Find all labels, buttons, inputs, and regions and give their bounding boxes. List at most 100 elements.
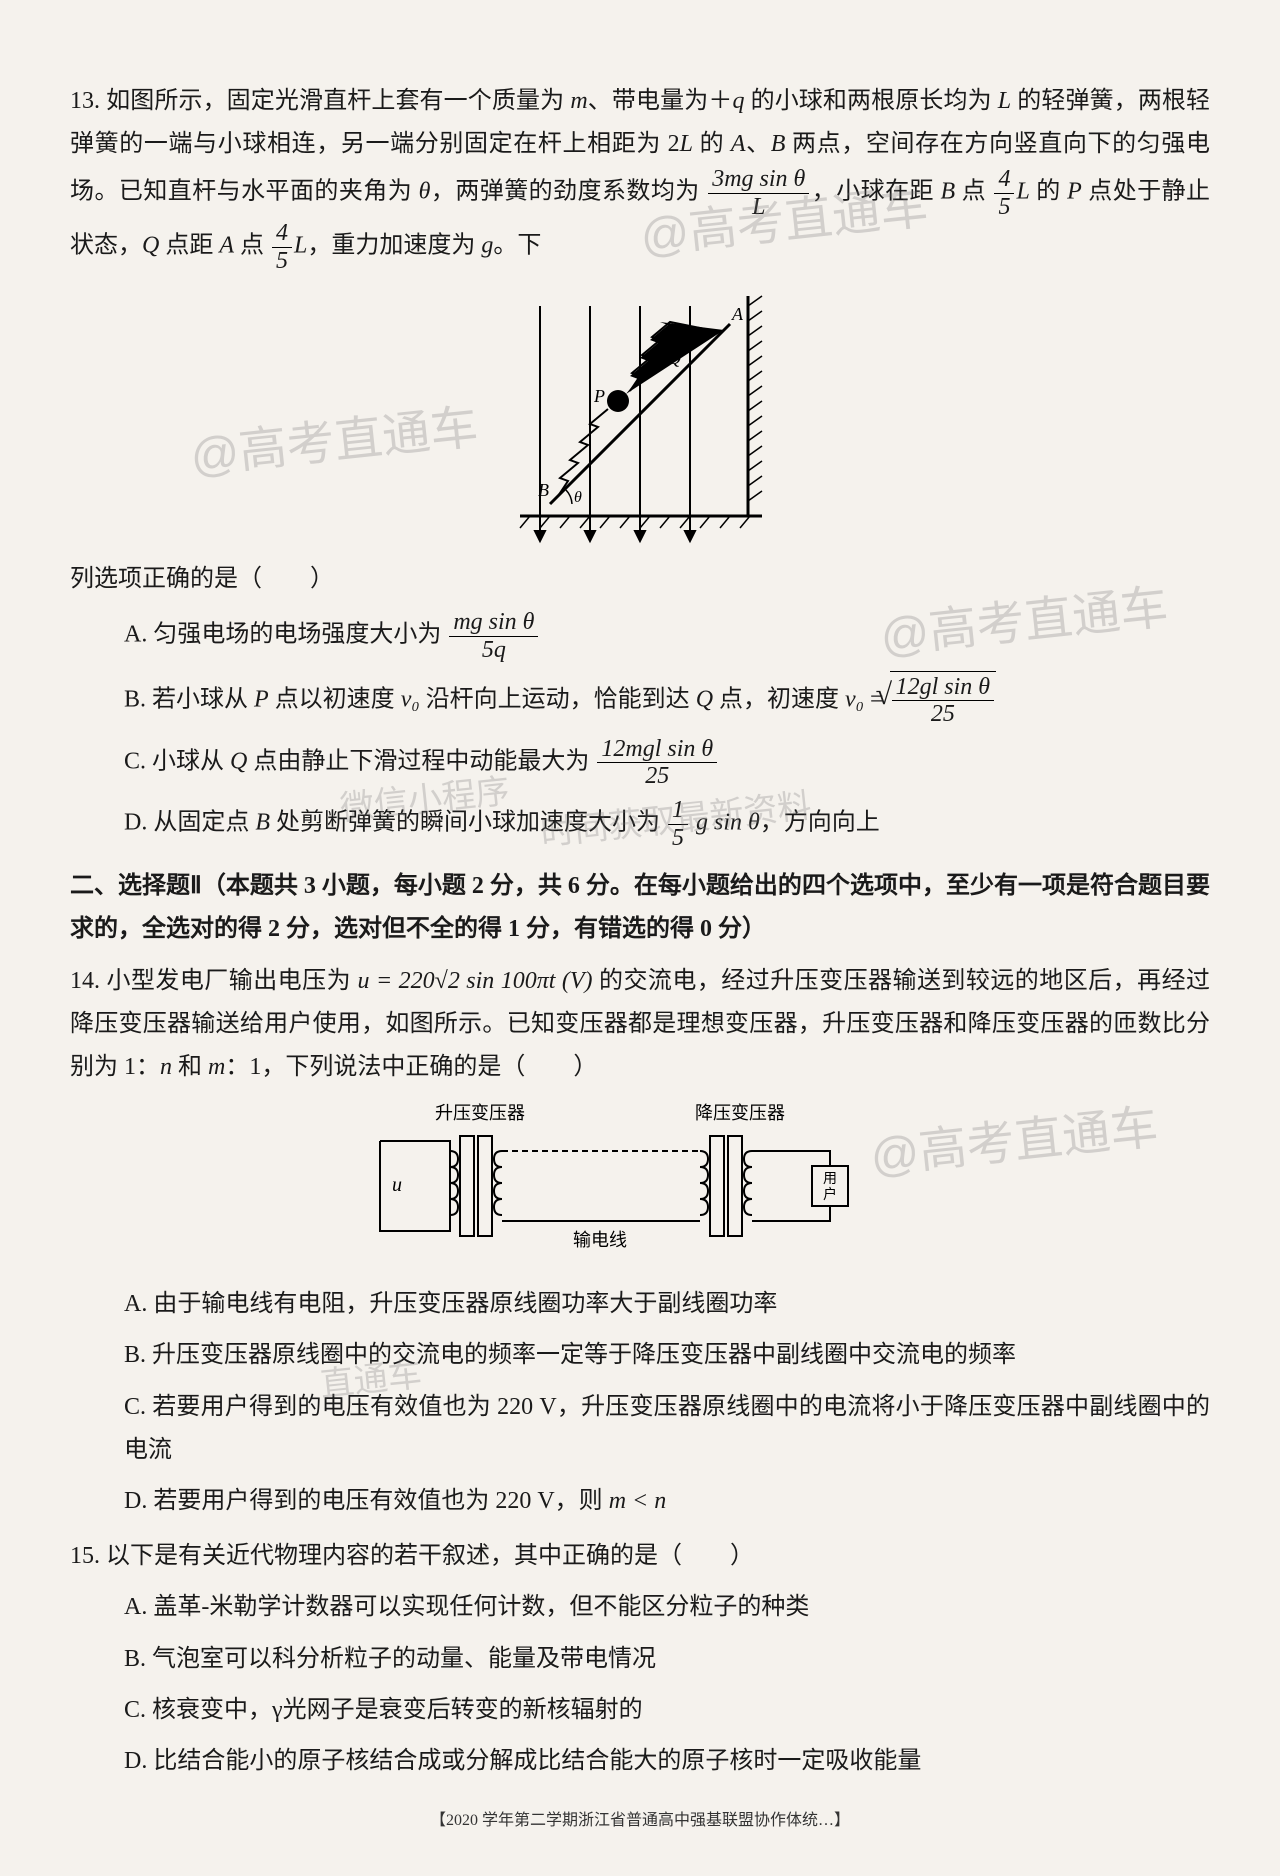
label-u: u xyxy=(392,1174,402,1196)
question-14: 14. 小型发电厂输出电压为 u = 220√2 sin 100πt (V) 的… xyxy=(70,960,1210,1524)
fraction-k: 3mg sin θL xyxy=(708,166,809,220)
option-text: ，方向向上 xyxy=(760,810,880,836)
option-text: 由于输电线有电阻，升压变压器原线圈功率大于副线圈功率 xyxy=(153,1291,777,1317)
formula-gsintheta: g sin θ xyxy=(696,810,760,836)
fraction: 15 xyxy=(668,797,688,851)
option-label: C. xyxy=(124,1697,146,1723)
q13-text: ，两弹簧的劲度系数均为 xyxy=(430,179,699,205)
q14-text: 和 xyxy=(172,1054,208,1080)
q13-text: 的 xyxy=(1030,179,1067,205)
q14-text: 小型发电厂输出电压为 xyxy=(106,968,357,994)
svg-text:P: P xyxy=(593,386,605,406)
q14-option-d: D. 若要用户得到的电压有效值也为 220 V，则 m < n xyxy=(124,1480,1210,1523)
var-B: B xyxy=(771,131,786,157)
svg-text:户: 户 xyxy=(823,1186,837,1203)
var-L: L xyxy=(680,131,693,157)
option-text: 气泡室可以科分析粒子的动量、能量及带电情况 xyxy=(152,1646,656,1672)
q15-option-c: C. 核衰变中，γ光网子是衰变后转变的新核辐射的 xyxy=(124,1689,1210,1732)
option-label: B. xyxy=(124,1646,146,1672)
q13-figure: A Q P B θ xyxy=(70,286,1210,546)
fraction: 12mgl sin θ25 xyxy=(597,736,717,790)
fraction-45b: 45 xyxy=(272,220,292,274)
q13-text: ，重力加速度为 xyxy=(307,233,481,259)
question-15: 15. 以下是有关近代物理内容的若干叙述，其中正确的是（ ） A. 盖革-米勒学… xyxy=(70,1535,1210,1783)
q15-text: 以下是有关近代物理内容的若干叙述，其中正确的是（ ） xyxy=(106,1543,754,1569)
option-text: 点由静止下滑过程中动能最大为 xyxy=(247,748,595,774)
option-text: 升压变压器原线圈中的交流电的频率一定等于降压变压器中副线圈中交流电的频率 xyxy=(152,1342,1016,1368)
q13-text: 的 xyxy=(693,131,731,157)
var-q: q xyxy=(732,88,744,114)
q13-text: ，小球在距 xyxy=(811,179,940,205)
var-L: L xyxy=(294,233,307,259)
q13-option-b: B. 若小球从 P 点以初速度 v₀ 沿杆向上运动，恰能到达 Q 点，初速度 v… xyxy=(124,671,1210,728)
svg-text:Q: Q xyxy=(668,348,681,368)
option-text: 沿杆向上运动，恰能到达 xyxy=(420,686,696,712)
var-L: L xyxy=(1016,179,1029,205)
sqrt: √ 12gl sin θ25 xyxy=(890,671,996,728)
q13-text: 点 xyxy=(234,233,270,259)
q14-option-b: B. 升压变压器原线圈中的交流电的频率一定等于降压变压器中副线圈中交流电的频率 xyxy=(124,1334,1210,1377)
formula-u: u = 220√2 sin 100πt (V) xyxy=(358,968,593,994)
option-label: B. xyxy=(124,686,146,712)
option-text: 若要用户得到的电压有效值也为 220 V，则 xyxy=(153,1488,608,1514)
option-text: 点，初速度 xyxy=(713,686,845,712)
option-label: D. xyxy=(124,1488,147,1514)
option-label: A. xyxy=(124,1594,147,1620)
var-g: g xyxy=(481,233,493,259)
q13-number: 13. xyxy=(70,88,100,114)
var-Q: Q xyxy=(142,233,159,259)
label-user: 用 xyxy=(823,1172,837,1187)
q14-stem: 14. 小型发电厂输出电压为 u = 220√2 sin 100πt (V) 的… xyxy=(70,960,1210,1090)
option-text: 从固定点 xyxy=(153,810,255,836)
option-label: B. xyxy=(124,1342,146,1368)
option-label: C. xyxy=(124,1394,146,1420)
fraction: mg sin θ5q xyxy=(449,609,538,663)
option-label: A. xyxy=(124,1291,147,1317)
option-text: 小球从 xyxy=(152,748,230,774)
q13-text: 如图所示，固定光滑直杆上套有一个质量为 xyxy=(106,88,570,114)
var-A: A xyxy=(219,233,234,259)
svg-text:A: A xyxy=(731,304,744,324)
label-up-transformer: 升压变压器 xyxy=(435,1103,525,1123)
q13-text: 的小球和两根原长均为 xyxy=(744,88,997,114)
transformer-circuit-svg: 升压变压器 降压变压器 u 输电线 用 xyxy=(360,1101,920,1271)
var-B: B xyxy=(940,179,955,205)
var-m: m xyxy=(208,1054,225,1080)
q14-text: ：1，下列说法中正确的是（ ） xyxy=(225,1054,597,1080)
page-footer: 【2020 学年第二学期浙江省普通高中强基联盟协作体统…】 xyxy=(70,1807,1210,1836)
spring-diagram-svg: A Q P B θ xyxy=(480,286,800,546)
q15-option-b: B. 气泡室可以科分析粒子的动量、能量及带电情况 xyxy=(124,1638,1210,1681)
q13-option-c: C. 小球从 Q 点由静止下滑过程中动能最大为 12mgl sin θ25 xyxy=(124,736,1210,790)
q15-stem: 15. 以下是有关近代物理内容的若干叙述，其中正确的是（ ） xyxy=(70,1535,1210,1578)
svg-text:θ: θ xyxy=(574,489,582,506)
var-P: P xyxy=(254,686,269,712)
var-Q: Q xyxy=(230,748,247,774)
var-theta: θ xyxy=(419,179,431,205)
var-m: m xyxy=(570,88,587,114)
q15-options: A. 盖革-米勒学计数器可以实现任何计数，但不能区分粒子的种类 B. 气泡室可以… xyxy=(124,1586,1210,1783)
q13-options: A. 匀强电场的电场强度大小为 mg sin θ5q B. 若小球从 P 点以初… xyxy=(124,609,1210,851)
option-label: A. xyxy=(124,622,147,648)
option-text: 盖革-米勒学计数器可以实现任何计数，但不能区分粒子的种类 xyxy=(153,1594,809,1620)
section-2-header: 二、选择题Ⅱ（本题共 3 小题，每小题 2 分，共 6 分。在每小题给出的四个选… xyxy=(70,865,1210,951)
var-v0: v₀ xyxy=(845,686,864,712)
var-v0: v₀ xyxy=(401,686,420,712)
option-label: D. xyxy=(124,1748,147,1774)
label-down-transformer: 降压变压器 xyxy=(695,1103,785,1123)
fraction-45: 45 xyxy=(994,166,1014,220)
q13-text: 点距 xyxy=(159,233,219,259)
option-text: 核衰变中，γ光网子是衰变后转变的新核辐射的 xyxy=(152,1697,643,1723)
option-label: D. xyxy=(124,810,147,836)
q15-option-d: D. 比结合能小的原子核结合成或分解成比结合能大的原子核时一定吸收能量 xyxy=(124,1740,1210,1783)
var-Q: Q xyxy=(696,686,713,712)
option-label: C. xyxy=(124,748,146,774)
label-transmission-line: 输电线 xyxy=(573,1230,627,1250)
var-L: L xyxy=(998,88,1011,114)
option-text: 点以初速度 xyxy=(269,686,401,712)
q13-stem: 13. 如图所示，固定光滑直杆上套有一个质量为 m、带电量为＋q 的小球和两根原… xyxy=(70,80,1210,274)
q14-number: 14. xyxy=(70,968,100,994)
question-13: 13. 如图所示，固定光滑直杆上套有一个质量为 m、带电量为＋q 的小球和两根原… xyxy=(70,80,1210,851)
option-text: 处剪断弹簧的瞬间小球加速度大小为 xyxy=(270,810,666,836)
q13-text: 。下 xyxy=(493,233,541,259)
q14-option-c: C. 若要用户得到的电压有效值也为 220 V，升压变压器原线圈中的电流将小于降… xyxy=(124,1386,1210,1472)
